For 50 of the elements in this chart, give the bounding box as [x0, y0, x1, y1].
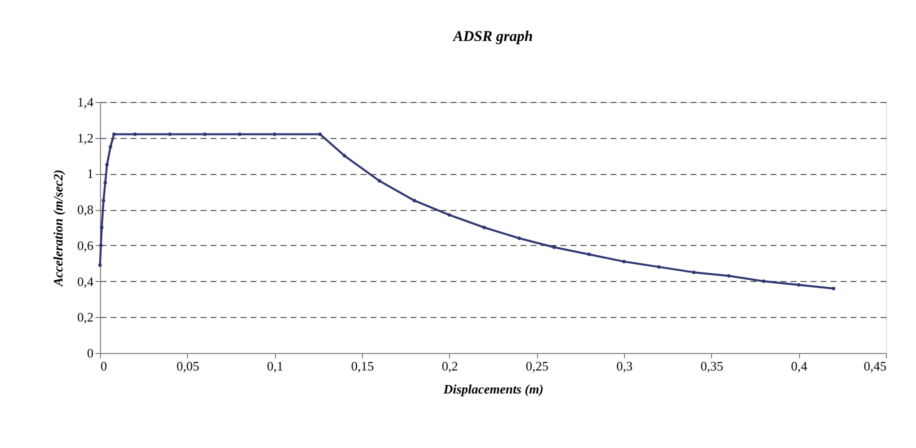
point [762, 280, 766, 284]
point [112, 132, 116, 136]
point [657, 265, 661, 269]
point [168, 132, 172, 136]
point [318, 132, 322, 136]
point [552, 245, 556, 249]
x-tick-label: 0,45 [864, 358, 886, 374]
point [448, 213, 452, 217]
point [412, 198, 416, 202]
x-tick-label: 0 [100, 358, 107, 374]
x-tick-label: 0,1 [267, 358, 284, 374]
y-tick-label: 0 [87, 346, 94, 360]
point [796, 283, 800, 287]
x-tick-label: 0,3 [616, 358, 633, 374]
point [517, 236, 521, 240]
x-tick-label: 0,35 [700, 358, 724, 374]
x-tick-label: 0,25 [526, 358, 549, 374]
x-axis-title: Displacements (m) [442, 382, 544, 396]
point [203, 132, 207, 136]
point [692, 270, 696, 274]
point [98, 263, 102, 267]
chart-title: ADSR graph [452, 29, 533, 45]
x-tick-label: 0,2 [442, 358, 458, 374]
x-tick-label: 0,15 [351, 358, 374, 374]
y-axis-title: Acceleration (m/sec2) [50, 170, 66, 288]
x-tick-label: 0,4 [791, 358, 808, 374]
point [622, 260, 626, 264]
y-tick-label: 0,4 [77, 274, 94, 289]
point [832, 286, 836, 290]
y-tick-label: 0,6 [77, 238, 94, 253]
point [104, 180, 107, 184]
x-tick-label: 0,05 [176, 358, 200, 374]
point [133, 132, 137, 136]
point [727, 274, 731, 278]
point [100, 226, 104, 230]
point [238, 132, 242, 136]
point [378, 179, 382, 183]
y-tick-label: 1 [87, 166, 94, 182]
point [108, 145, 112, 149]
point [272, 132, 276, 136]
point [99, 244, 103, 248]
point [482, 226, 486, 230]
y-tick-label: 0,2 [77, 310, 94, 325]
point [342, 154, 346, 158]
point [105, 163, 109, 166]
y-tick-label: 1,4 [77, 94, 94, 110]
point [102, 198, 106, 202]
y-tick-label: 0,8 [77, 202, 94, 218]
y-tick-label: 1,2 [77, 130, 94, 146]
point [587, 252, 591, 256]
